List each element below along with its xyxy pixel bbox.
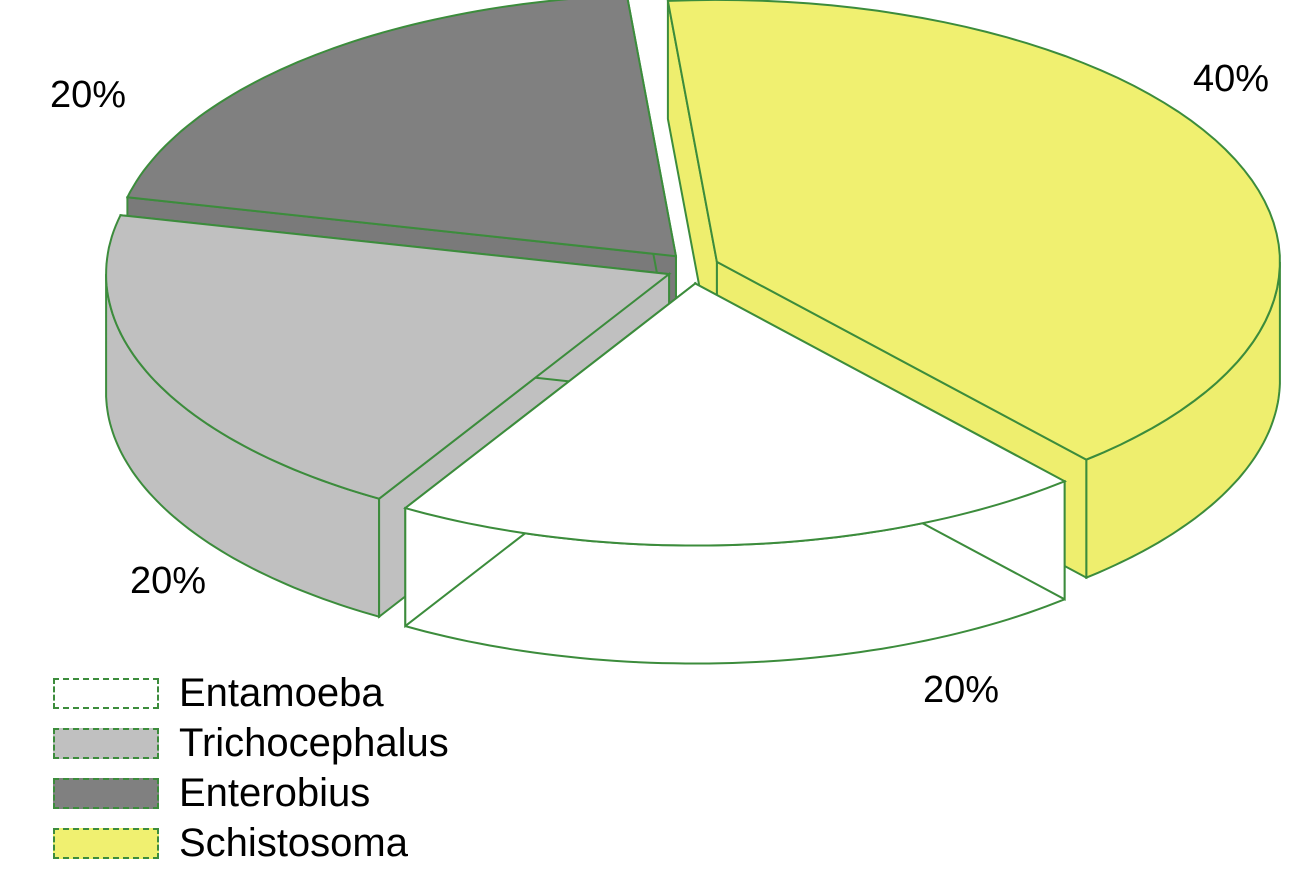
pie-chart: 20% 20% 20% 40% (50, 0, 1281, 711)
slice-top-schistosoma (666, 0, 1281, 461)
legend: Entamoeba Trichocephalus Enterobius Schi… (53, 668, 449, 868)
slice-top-enterobius (125, 0, 678, 258)
percent-label-schistosoma: 40% (1193, 58, 1269, 100)
legend-swatch-enterobius (53, 777, 159, 809)
legend-item-entamoeba: Entamoeba (53, 668, 449, 718)
legend-label-enterobius: Enterobius (179, 771, 371, 815)
legend-label-trichocephalus: Trichocephalus (179, 721, 449, 765)
legend-swatch-entamoeba (53, 677, 159, 709)
legend-item-enterobius: Enterobius (53, 768, 449, 818)
slice-entamoeba (403, 281, 1067, 665)
slice-top-entamoeba (403, 282, 1067, 547)
legend-item-schistosoma: Schistosoma (53, 818, 449, 868)
percent-label-trichocephalus: 20% (130, 560, 206, 602)
legend-swatch-schistosoma (53, 827, 159, 859)
legend-swatch-trichocephalus (53, 727, 159, 759)
percent-label-entamoeba: 20% (923, 669, 999, 711)
legend-label-entamoeba: Entamoeba (179, 671, 384, 715)
legend-item-trichocephalus: Trichocephalus (53, 718, 449, 768)
slice-top-trichocephalus (105, 214, 672, 500)
legend-label-schistosoma: Schistosoma (179, 821, 408, 865)
percent-label-enterobius: 20% (50, 74, 126, 116)
